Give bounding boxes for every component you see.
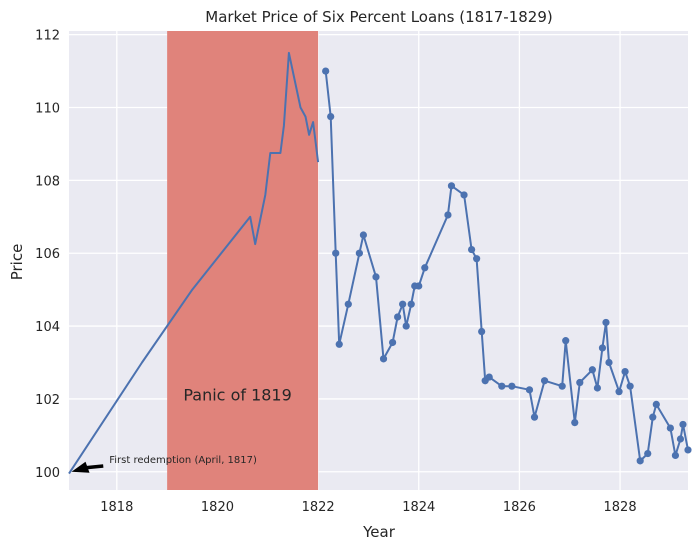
data-point bbox=[332, 249, 340, 257]
band-label: Panic of 1819 bbox=[183, 385, 291, 404]
data-point bbox=[562, 337, 570, 345]
y-tick-label: 102 bbox=[35, 393, 60, 408]
x-tick-label: 1824 bbox=[402, 500, 435, 515]
data-point bbox=[636, 457, 644, 465]
data-point bbox=[498, 382, 506, 390]
chart-title: Market Price of Six Percent Loans (1817-… bbox=[205, 8, 552, 26]
y-tick-label: 104 bbox=[35, 320, 60, 335]
data-point bbox=[372, 273, 380, 281]
x-tick-label: 1818 bbox=[100, 500, 133, 515]
panic-band-layer bbox=[167, 31, 319, 490]
data-point bbox=[344, 300, 352, 308]
data-point bbox=[421, 264, 429, 272]
y-tick-label: 110 bbox=[35, 102, 60, 117]
data-point bbox=[322, 67, 330, 75]
data-point bbox=[473, 255, 481, 263]
data-point bbox=[402, 322, 410, 330]
x-tick-label: 1826 bbox=[503, 500, 536, 515]
data-point bbox=[684, 446, 692, 454]
data-point bbox=[335, 340, 343, 348]
data-point bbox=[407, 300, 415, 308]
y-axis-title: Price bbox=[8, 244, 26, 281]
data-point bbox=[649, 413, 657, 421]
data-point bbox=[679, 420, 687, 429]
data-point bbox=[626, 382, 634, 390]
data-point bbox=[598, 344, 607, 352]
annotation-arrow-head bbox=[71, 461, 90, 473]
data-point bbox=[468, 245, 476, 254]
annotation-text: First redemption (April, 1817) bbox=[109, 455, 257, 466]
data-point bbox=[571, 419, 579, 427]
data-point bbox=[394, 313, 402, 321]
data-point bbox=[379, 355, 388, 363]
data-point bbox=[327, 113, 335, 121]
data-point bbox=[593, 384, 602, 392]
data-point bbox=[621, 368, 629, 376]
data-point bbox=[540, 377, 549, 385]
y-tick-label: 112 bbox=[35, 29, 60, 44]
data-point bbox=[444, 211, 452, 219]
data-point bbox=[460, 191, 468, 199]
data-point bbox=[671, 451, 680, 459]
price-line-interpolated bbox=[68, 51, 320, 475]
data-point bbox=[478, 327, 486, 336]
data-point bbox=[644, 449, 652, 458]
data-point bbox=[605, 358, 613, 367]
x-tick-label: 1828 bbox=[604, 500, 637, 515]
data-point bbox=[508, 382, 516, 390]
x-tick-label: 1822 bbox=[302, 500, 335, 515]
data-point bbox=[588, 366, 596, 374]
data-point bbox=[359, 231, 368, 239]
data-point bbox=[415, 282, 423, 290]
data-point bbox=[602, 318, 610, 327]
annotation-arrow-shaft bbox=[85, 464, 104, 470]
data-point bbox=[525, 386, 534, 394]
data-point bbox=[388, 338, 397, 347]
y-tick-label: 100 bbox=[35, 466, 60, 481]
data-point bbox=[447, 182, 456, 190]
x-axis-title: Year bbox=[362, 523, 396, 541]
data-point bbox=[666, 424, 674, 432]
tick-labels: 1818 1820 1822 1824 1826 1828 100 102 104 106 108 1… bbox=[35, 29, 636, 515]
data-point bbox=[576, 378, 584, 387]
annotation-layer: First redemption (April, 1817) bbox=[71, 455, 257, 473]
y-tick-label: 108 bbox=[35, 174, 60, 189]
data-point bbox=[355, 249, 363, 257]
data-point bbox=[530, 413, 539, 421]
data-point bbox=[652, 400, 660, 408]
series-layer bbox=[68, 51, 692, 475]
plot-background bbox=[69, 31, 688, 490]
data-point bbox=[399, 300, 407, 308]
data-point bbox=[485, 373, 493, 381]
data-point bbox=[558, 382, 566, 390]
data-point bbox=[615, 388, 623, 396]
x-tick-label: 1820 bbox=[201, 500, 234, 515]
data-point bbox=[676, 435, 685, 443]
panic-band bbox=[167, 31, 319, 490]
y-tick-label: 106 bbox=[35, 247, 60, 262]
